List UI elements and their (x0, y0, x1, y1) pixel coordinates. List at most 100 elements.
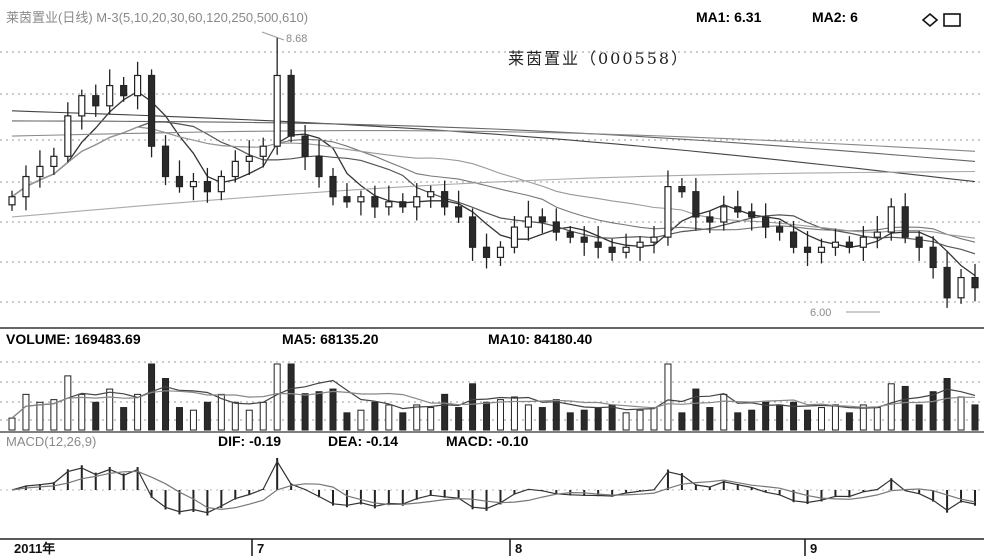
volume-bar (371, 401, 379, 431)
candle-body (831, 241, 840, 248)
volume-bar (594, 407, 602, 431)
candle-body (287, 74, 295, 137)
candle-body (315, 155, 323, 178)
candle-body (873, 231, 881, 238)
candle-body (859, 236, 867, 248)
volume-bar (455, 407, 463, 431)
candle-body (78, 95, 86, 117)
volume-bar (329, 388, 337, 431)
volume-bar (203, 401, 211, 431)
long-ma-line (11, 170, 976, 218)
volume-bar (762, 401, 770, 431)
candle-body (580, 236, 588, 243)
x-tick-label: 8 (515, 541, 522, 556)
candle-body (706, 216, 714, 223)
volume-bar (441, 393, 449, 431)
candle-body (636, 241, 644, 248)
volume-bar (64, 375, 72, 431)
macd-histogram (0, 457, 984, 516)
price-panel: 莱茵置业(日线) M-3(5,10,20,30,60,120,250,500,6… (0, 9, 984, 319)
candle-body (134, 74, 142, 97)
volume-bar (776, 404, 784, 431)
volume-bar (692, 388, 700, 431)
volume-bar (8, 417, 16, 431)
candle-body (776, 226, 784, 233)
candle-body (762, 216, 770, 228)
x-tick-label: 7 (257, 541, 264, 556)
candle-body (608, 246, 616, 253)
long-ma-line (11, 110, 976, 183)
volume-ma10-label: MA10: 84180.40 (488, 331, 593, 347)
candle-body (650, 236, 658, 243)
candle-body (734, 206, 742, 213)
candle-body (720, 206, 728, 223)
long-ma-line (11, 130, 976, 152)
candle-body (887, 206, 895, 233)
candle-body (971, 276, 979, 289)
candle-body (329, 175, 337, 198)
candle-body (678, 186, 686, 193)
macd-line (11, 460, 976, 514)
candle-body (273, 74, 281, 147)
volume-bar (148, 363, 156, 431)
moving-average-lines (11, 90, 976, 277)
volume-label: VOLUME: 169483.69 (6, 331, 141, 347)
macd-dea-label: DEA: -0.14 (328, 433, 398, 449)
volume-bar (36, 401, 44, 431)
macd-value-label: MACD: -0.10 (446, 433, 529, 449)
volume-bar (943, 378, 951, 431)
volume-bar (636, 409, 644, 431)
volume-bar (315, 391, 323, 431)
macd-line (11, 470, 976, 511)
volume-bar (859, 404, 867, 431)
volume-bar (845, 412, 853, 431)
candle-body (161, 145, 170, 178)
candle-body (106, 84, 114, 107)
diamond-icon[interactable] (921, 12, 939, 28)
candle-body (385, 201, 393, 208)
volume-bar (357, 409, 365, 431)
candle-body (538, 216, 546, 223)
volume-bar (538, 407, 546, 431)
volume-bar (189, 409, 197, 431)
volume-bar (873, 407, 881, 431)
volume-bar (343, 412, 351, 431)
volume-bar (92, 401, 100, 431)
candle-body (22, 175, 30, 198)
ma-line (11, 126, 976, 239)
window-icon[interactable] (943, 13, 961, 27)
price-gridlines (0, 51, 984, 303)
candle-body (371, 196, 379, 208)
volume-bars (8, 363, 979, 431)
volume-bar (804, 409, 812, 431)
ma1-label: MA1: 6.31 (696, 9, 762, 25)
volume-bar (622, 412, 630, 431)
volume-bar (831, 404, 839, 431)
volume-bar (929, 391, 937, 431)
candle-body (343, 196, 351, 203)
ma-line (11, 121, 976, 255)
candle-body (943, 266, 951, 299)
volume-bar (552, 399, 560, 431)
candle-body (217, 175, 225, 193)
volume-bar (706, 407, 714, 431)
candle-body (957, 276, 965, 299)
candle-body (203, 180, 211, 193)
volume-bar (664, 363, 672, 431)
volume-ma-line (11, 379, 976, 419)
volume-bar (78, 393, 86, 431)
candle-body (441, 191, 449, 208)
candle-body (92, 95, 100, 107)
candle-body (496, 246, 505, 258)
candle-body (692, 191, 700, 218)
candle-body (427, 191, 435, 198)
price-header-text: 莱茵置业(日线) M-3(5,10,20,30,60,120,250,500,6… (6, 10, 308, 25)
high-annotation: 8.68 (286, 33, 307, 45)
candle-body (399, 201, 407, 208)
low-annotation: 6.00 (810, 307, 831, 319)
candle-body (245, 155, 253, 162)
volume-bar (734, 412, 742, 431)
macd-panel: MACD(12,26,9) DIF: -0.19 DEA: -0.14 MACD… (0, 431, 984, 516)
volume-bar (469, 383, 477, 431)
